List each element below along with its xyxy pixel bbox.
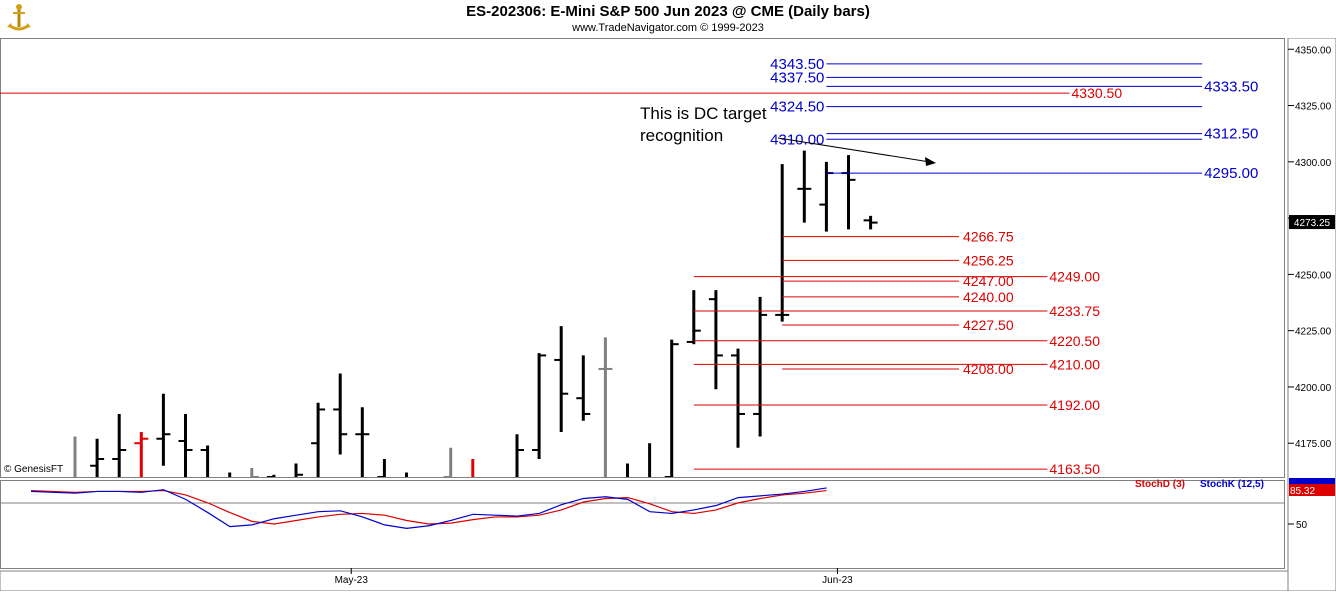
price-level-label: 4256.25	[963, 252, 1014, 268]
ohlc-bar	[775, 164, 790, 322]
ohlc-bar	[576, 355, 591, 421]
price-y-tick-label: 4300.00	[1295, 158, 1332, 169]
price-level-label: 4247.00	[963, 273, 1014, 289]
price-level-label: 4233.75	[1049, 303, 1100, 319]
stoch-d-last-box	[1289, 484, 1335, 496]
x-axis-panel	[0, 570, 1289, 592]
price-level-label: 4330.50	[1072, 85, 1123, 101]
ohlc-bar	[554, 326, 569, 432]
ohlc-bar	[178, 413, 193, 477]
ohlc-bar	[664, 339, 679, 477]
price-level-label: 4249.00	[1049, 269, 1100, 285]
price-y-tick-label: 4225.00	[1295, 327, 1332, 338]
chart-subtitle: www.TradeNavigator.com © 1999-2023	[572, 22, 764, 34]
ohlc-bar	[863, 215, 878, 230]
price-y-tick-label: 4325.00	[1295, 102, 1332, 113]
ohlc-bar	[443, 447, 453, 477]
price-level-label: 4227.50	[963, 317, 1014, 333]
ohlc-bar	[294, 463, 303, 477]
stoch-legend-d: StochD (3)	[1135, 479, 1185, 490]
stoch-last-value-label: 85.32	[1290, 486, 1315, 497]
ohlc-bar	[333, 373, 348, 455]
price-level-label: 4295.00	[1204, 165, 1258, 182]
ohlc-bar	[648, 443, 652, 477]
ohlc-bar	[311, 402, 326, 477]
price-level-label: 4163.50	[1049, 461, 1100, 477]
stoch-y-tick-label: 50	[1296, 520, 1308, 531]
ohlc-bar	[112, 413, 127, 477]
price-y-tick-label: 4250.00	[1295, 270, 1332, 281]
ohlc-bar	[753, 296, 768, 437]
last-price-label: 4273.25	[1294, 218, 1331, 229]
price-y-tick-label: 4200.00	[1295, 383, 1332, 394]
price-level-label: 4324.50	[770, 99, 824, 116]
price-level-label: 4210.00	[1049, 356, 1100, 372]
stoch-series-line	[30, 487, 827, 530]
annotation-arrow-head	[925, 157, 936, 166]
price-level-label: 4312.50	[1204, 126, 1258, 143]
price-bars-group	[73, 150, 878, 477]
ohlc-bar	[532, 353, 547, 459]
ohlc-bar	[200, 445, 210, 477]
x-tick-label: Jun-23	[822, 575, 853, 586]
price-level-label: 4343.50	[770, 56, 824, 73]
ohlc-bar	[90, 438, 105, 477]
ohlc-bar	[797, 150, 812, 223]
price-level-label: 4220.50	[1049, 333, 1100, 349]
ohlc-bar	[598, 337, 613, 477]
y-axis-panel	[1287, 37, 1336, 592]
price-level-label: 4266.75	[963, 229, 1014, 245]
price-level-label: 4240.00	[963, 289, 1014, 305]
ohlc-bar	[355, 407, 370, 477]
price-panel-frame	[0, 38, 1285, 478]
price-level-label: 4192.00	[1049, 397, 1100, 413]
chart-background	[0, 38, 1336, 591]
price-level-label: 4337.50	[770, 69, 824, 86]
ohlc-bar	[708, 290, 723, 390]
price-level-label: 4310.00	[770, 131, 824, 148]
ohlc-bar	[515, 434, 524, 477]
x-tick-label: May-23	[335, 575, 369, 586]
stoch-k-last-box	[1289, 478, 1335, 487]
annotation-text-line: recognition	[640, 126, 723, 145]
trade-navigator-logo	[4, 3, 34, 35]
ohlc-bar	[156, 393, 171, 466]
price-y-tick-label: 4350.00	[1295, 45, 1332, 56]
watermark-text: © GenesisFT	[4, 464, 63, 475]
stoch-panel-frame	[0, 480, 1285, 569]
stoch-series-line	[30, 489, 827, 525]
ohlc-bar	[686, 290, 701, 345]
price-level-label: 4208.00	[963, 361, 1014, 377]
last-price-box	[1289, 215, 1335, 230]
ohlc-bar	[377, 458, 386, 477]
ohlc-bar	[134, 431, 149, 477]
ohlc-bar	[626, 463, 629, 477]
annotation-text-line: This is DC target	[640, 104, 767, 123]
ohlc-bar	[73, 436, 77, 477]
ohlc-bar	[731, 348, 745, 448]
stoch-legend-k: StochK (12,5)	[1200, 479, 1264, 490]
price-y-tick-label: 4175.00	[1295, 439, 1332, 450]
chart-header: ES-202306: E-Mini S&P 500 Jun 2023 @ CME…	[0, 0, 1336, 38]
annotation-arrow-line	[777, 137, 931, 163]
chart-title: ES-202306: E-Mini S&P 500 Jun 2023 @ CME…	[466, 3, 870, 20]
ohlc-bar	[471, 458, 475, 477]
price-level-label: 4333.50	[1204, 78, 1258, 95]
